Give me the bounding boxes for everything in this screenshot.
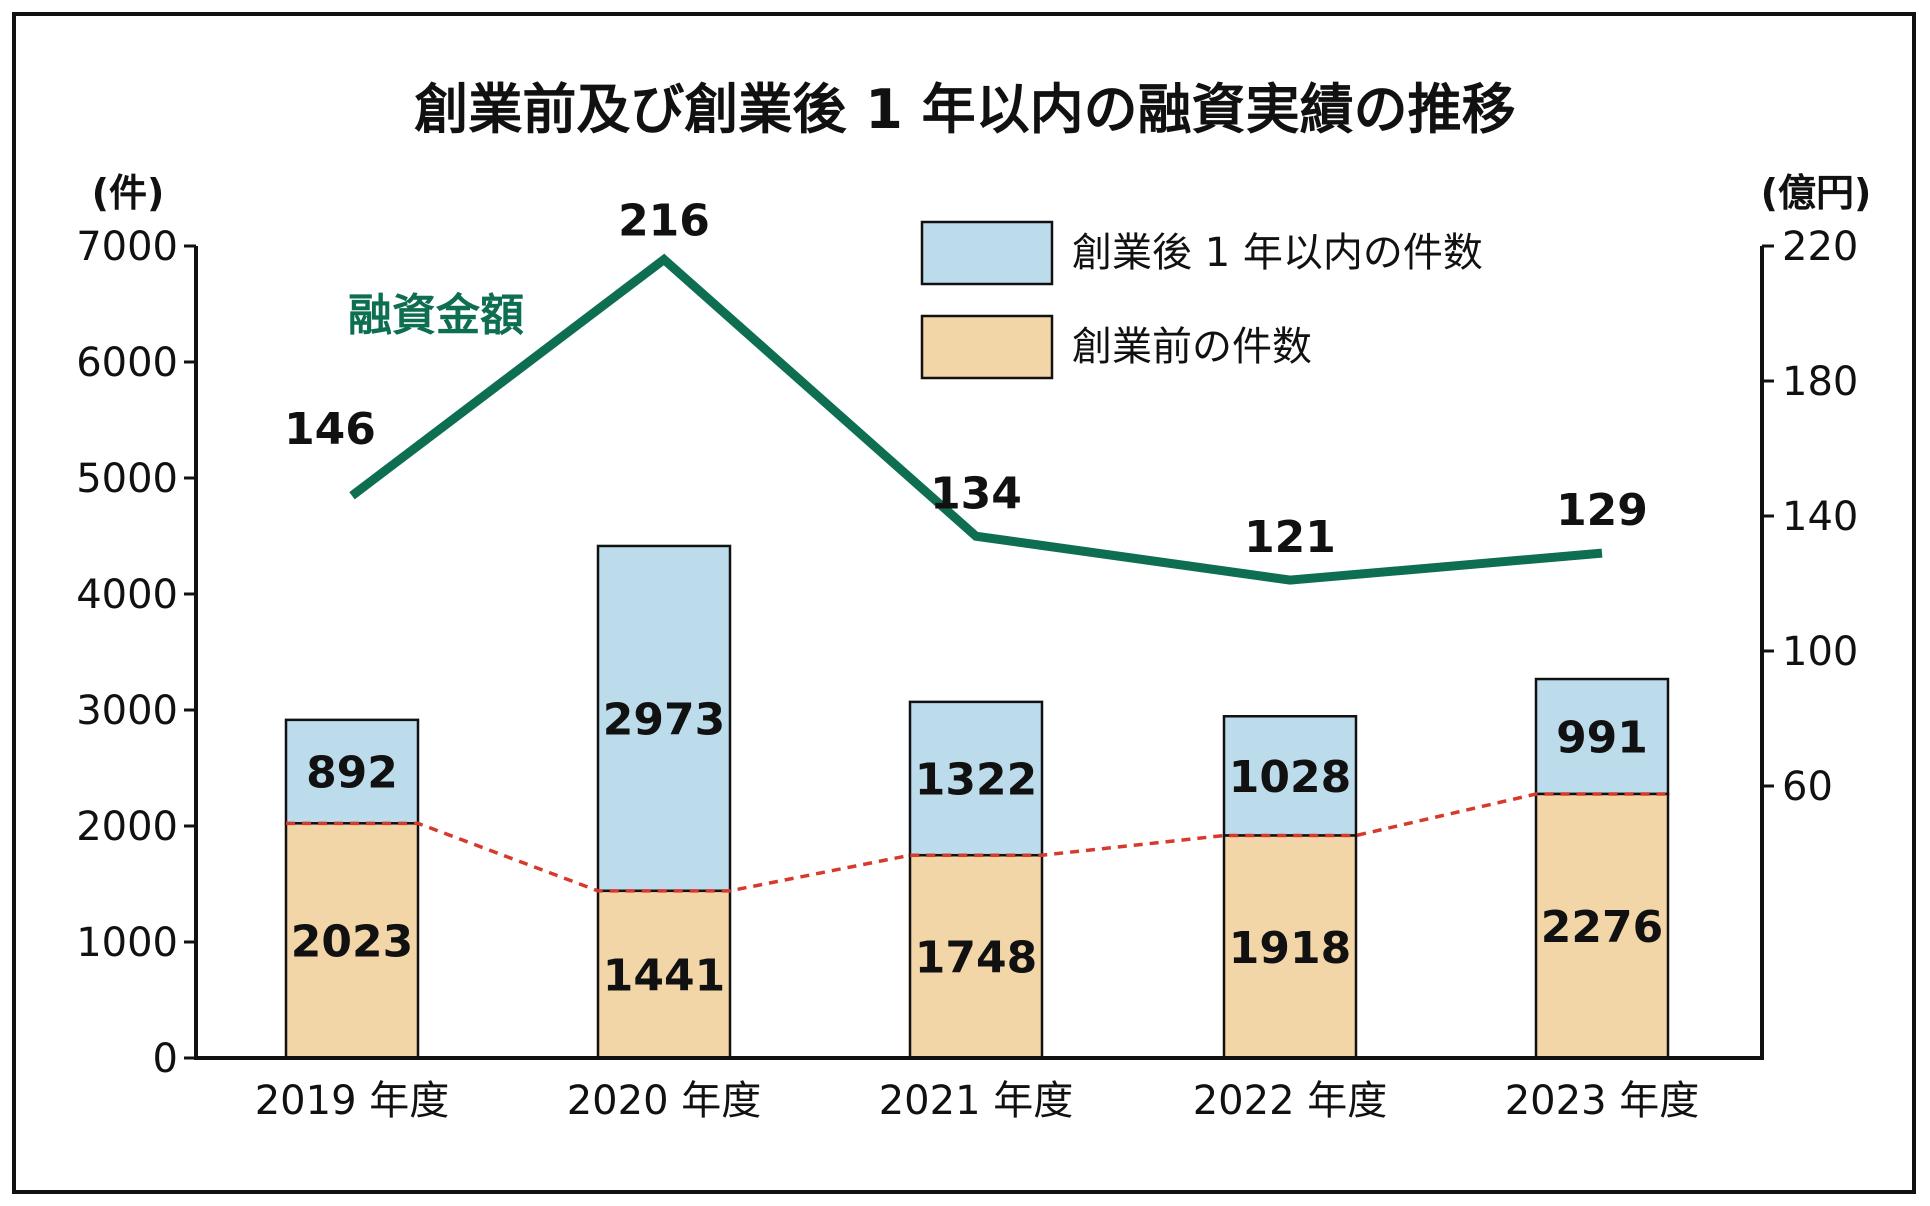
bar-after-2019 bbox=[284, 718, 420, 825]
left-axis-unit: (件) bbox=[92, 171, 165, 215]
bar-after-2021 bbox=[908, 700, 1044, 857]
bar-before-label: 1918 bbox=[1229, 923, 1351, 974]
bar-group: 892 2023 2973 1441 1322 1748 1028 1918 991 2276 bbox=[284, 544, 1670, 1060]
right-tick-label: 180 bbox=[1782, 359, 1858, 405]
amount-label: 129 bbox=[1556, 485, 1648, 536]
bar-before-2020 bbox=[596, 889, 732, 1060]
bar-before-label: 1748 bbox=[915, 933, 1037, 984]
left-tick-label: 3000 bbox=[76, 688, 178, 734]
bar-before-label: 2276 bbox=[1541, 902, 1663, 953]
bar-after-label: 892 bbox=[306, 748, 398, 799]
amount-label: 146 bbox=[284, 404, 376, 455]
bar-before-2021 bbox=[908, 853, 1044, 1060]
right-axis-ticks: 60 100 140 180 220 bbox=[1762, 224, 1858, 810]
amount-line bbox=[349, 253, 1603, 585]
category-labels: 2019 年度 2020 年度 2021 年度 2022 年度 2023 年度 bbox=[255, 1078, 1700, 1124]
legend-swatch-before bbox=[920, 314, 1054, 380]
bar-after-label: 1322 bbox=[915, 755, 1037, 806]
left-tick-label: 4000 bbox=[76, 572, 178, 618]
category-label: 2023 年度 bbox=[1505, 1078, 1700, 1124]
legend-label-before: 創業前の件数 bbox=[1072, 324, 1312, 370]
category-label: 2020 年度 bbox=[567, 1078, 762, 1124]
legend-swatch-after bbox=[920, 220, 1054, 286]
bar-after-2020 bbox=[596, 544, 732, 893]
amount-label: 121 bbox=[1244, 512, 1336, 563]
bar-before-2019 bbox=[284, 822, 420, 1060]
legend-label-after: 創業後 1 年以内の件数 bbox=[1072, 230, 1483, 276]
bar-before-label: 2023 bbox=[291, 917, 413, 968]
before-top-connector bbox=[286, 792, 1668, 893]
left-axis-ticks: 0 1000 2000 3000 4000 5000 6000 7000 bbox=[76, 224, 196, 1082]
category-label: 2022 年度 bbox=[1193, 1078, 1388, 1124]
amount-label: 134 bbox=[930, 468, 1022, 519]
legend: 創業後 1 年以内の件数 創業前の件数 bbox=[920, 220, 1483, 380]
right-tick-label: 220 bbox=[1782, 224, 1858, 270]
chart-title: 創業前及び創業後 1 年以内の融資実績の推移 bbox=[414, 78, 1515, 141]
bar-after-label: 991 bbox=[1556, 713, 1648, 764]
amount-label: 216 bbox=[618, 196, 710, 247]
left-tick-label: 7000 bbox=[76, 224, 178, 270]
left-tick-label: 1000 bbox=[76, 920, 178, 966]
right-tick-label: 100 bbox=[1782, 629, 1858, 675]
bar-after-label: 1028 bbox=[1229, 752, 1351, 803]
category-label: 2021 年度 bbox=[879, 1078, 1074, 1124]
bar-before-label: 1441 bbox=[603, 950, 725, 1001]
right-tick-label: 140 bbox=[1782, 494, 1858, 540]
connector-lines bbox=[286, 792, 1668, 893]
bar-before-2022 bbox=[1222, 834, 1358, 1060]
left-tick-label: 5000 bbox=[76, 456, 178, 502]
category-label: 2019 年度 bbox=[255, 1078, 450, 1124]
left-tick-label: 2000 bbox=[76, 804, 178, 850]
amount-line-group: 146 216 134 121 129 bbox=[284, 196, 1648, 585]
left-tick-label: 0 bbox=[153, 1036, 178, 1082]
left-tick-label: 6000 bbox=[76, 340, 178, 386]
bar-after-label: 2973 bbox=[603, 694, 725, 745]
right-tick-label: 60 bbox=[1782, 764, 1833, 810]
amount-series-label: 融資金額 bbox=[348, 290, 524, 341]
right-axis-unit: (億円) bbox=[1761, 171, 1872, 215]
